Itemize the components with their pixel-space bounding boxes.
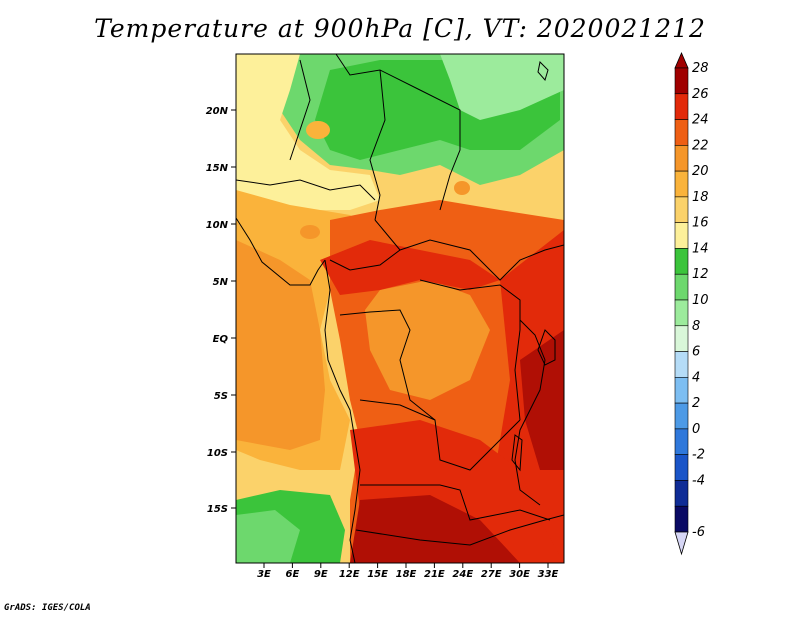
lon-tick-label: 33E (538, 569, 559, 580)
lat-tick-label: 20N (206, 106, 229, 117)
colorbar-swatch (674, 119, 689, 146)
colorbar-over-arrow (674, 51, 689, 69)
colorbar-swatch (674, 428, 689, 455)
lat-tick-label: 15N (206, 163, 229, 174)
lon-tick-label: 27E (481, 569, 502, 580)
northeast-coast-fragment (537, 60, 549, 82)
colorbar-swatch (674, 170, 689, 198)
border-cameroon-north (329, 249, 401, 271)
colorbar-swatch (674, 273, 689, 301)
colorbar-level-label: 8 (692, 319, 700, 334)
colorbar-level-label: 12 (692, 267, 709, 282)
lon-tick-label: 12E (339, 569, 360, 580)
border-north-a (335, 54, 461, 211)
colorbar-swatch (674, 145, 689, 172)
colorbar-level-label: 22 (692, 138, 709, 153)
lat-tick-label: 15S (207, 504, 228, 515)
latitude-axis: 20N 15N 10N 5N EQ 5S 10S 15S (206, 106, 236, 515)
colorbar-level-label: 2 (692, 396, 700, 411)
lat-tick-label: 10N (206, 220, 229, 231)
colorbar-swatch (674, 299, 689, 327)
border-car-sudan (374, 219, 564, 281)
colorbar-level-label: -6 (692, 525, 705, 540)
country-borders (236, 54, 564, 563)
field-22c-highland-c (300, 225, 320, 239)
field-28c-south (350, 495, 520, 563)
lon-tick-label: 15E (367, 569, 388, 580)
field-22c-ocean (236, 240, 325, 450)
colorbar-level-label: 24 (692, 113, 709, 128)
lake-tanganyika (511, 434, 523, 472)
field-26c-north (320, 240, 500, 295)
border-angola-south (360, 484, 551, 521)
lon-tick-label: 21E (424, 569, 445, 580)
colorbar-swatch (674, 480, 689, 507)
colorbar-swatch (674, 402, 689, 430)
colorbar-level-label: 26 (692, 87, 709, 102)
colorbar-level-label: 6 (692, 345, 700, 360)
colorbar-under-arrow (674, 531, 689, 556)
border-northwest (289, 59, 311, 161)
west-africa-coastline (324, 259, 361, 563)
lon-tick-label: 3E (257, 569, 271, 580)
colorbar-level-label: 20 (692, 164, 709, 179)
lon-tick-label: 24E (452, 569, 473, 580)
lon-tick-label: 6E (286, 569, 300, 580)
colorbar-level-label: 4 (692, 370, 700, 385)
lon-tick-label: 18E (396, 569, 417, 580)
border-angola-north (359, 399, 436, 421)
colorbar-swatch (674, 222, 689, 249)
border-drc-east (419, 279, 521, 421)
colorbar-swatch (674, 454, 689, 481)
lake-victoria (537, 329, 556, 366)
gulf-of-guinea-coastline (236, 217, 326, 286)
field-28c-east (520, 330, 564, 470)
colorbar-level-label: 0 (692, 422, 700, 437)
field-20c-highland-a (306, 121, 330, 139)
colorbar-swatch (674, 377, 689, 404)
grads-credit: GrADS: IGES/COLA (4, 603, 91, 613)
lat-tick-label: 10S (207, 448, 228, 459)
colorbar-swatch (674, 505, 689, 533)
lon-tick-label: 30E (509, 569, 530, 580)
colorbar-level-label: 16 (692, 216, 709, 231)
temperature-field (236, 54, 564, 563)
colorbar-swatch (674, 93, 689, 120)
colorbar-level-label: 28 (692, 61, 709, 76)
colorbar-swatch (674, 351, 689, 378)
longitude-axis: 3E 6E 9E 12E 15E 18E 21E 24E 27E 30E 33E (257, 563, 559, 580)
field-22c-highland-b (454, 181, 470, 195)
lon-tick-label: 9E (314, 569, 328, 580)
border-namibia-botswana (355, 514, 564, 546)
border-congo-drc (339, 309, 521, 471)
field-10c-north (440, 54, 564, 120)
colorbar-level-label: 18 (692, 190, 709, 205)
colorbar-swatch (674, 67, 689, 95)
colorbar-swatch (674, 248, 689, 275)
lat-tick-label: 5N (213, 277, 229, 288)
colorbar-level-label: -2 (692, 448, 705, 463)
colorbar-level-label: 10 (692, 293, 709, 308)
plot-title: Temperature at 900hPa [C], VT: 202002121… (94, 14, 706, 43)
border-north-b (369, 69, 386, 221)
lat-tick-label: 5S (214, 391, 228, 402)
lat-tick-label: EQ (213, 334, 229, 345)
colorbar-swatch (674, 325, 689, 352)
colorbar-swatch (674, 196, 689, 223)
border-sahel (236, 179, 376, 201)
great-lakes-rift (514, 319, 546, 506)
field-12c-southwest (236, 510, 300, 563)
colorbar-level-label: 14 (692, 241, 709, 256)
colorbar-level-label: -4 (692, 473, 705, 488)
field-16c-northwest (236, 54, 380, 210)
map-frame (235, 53, 565, 564)
